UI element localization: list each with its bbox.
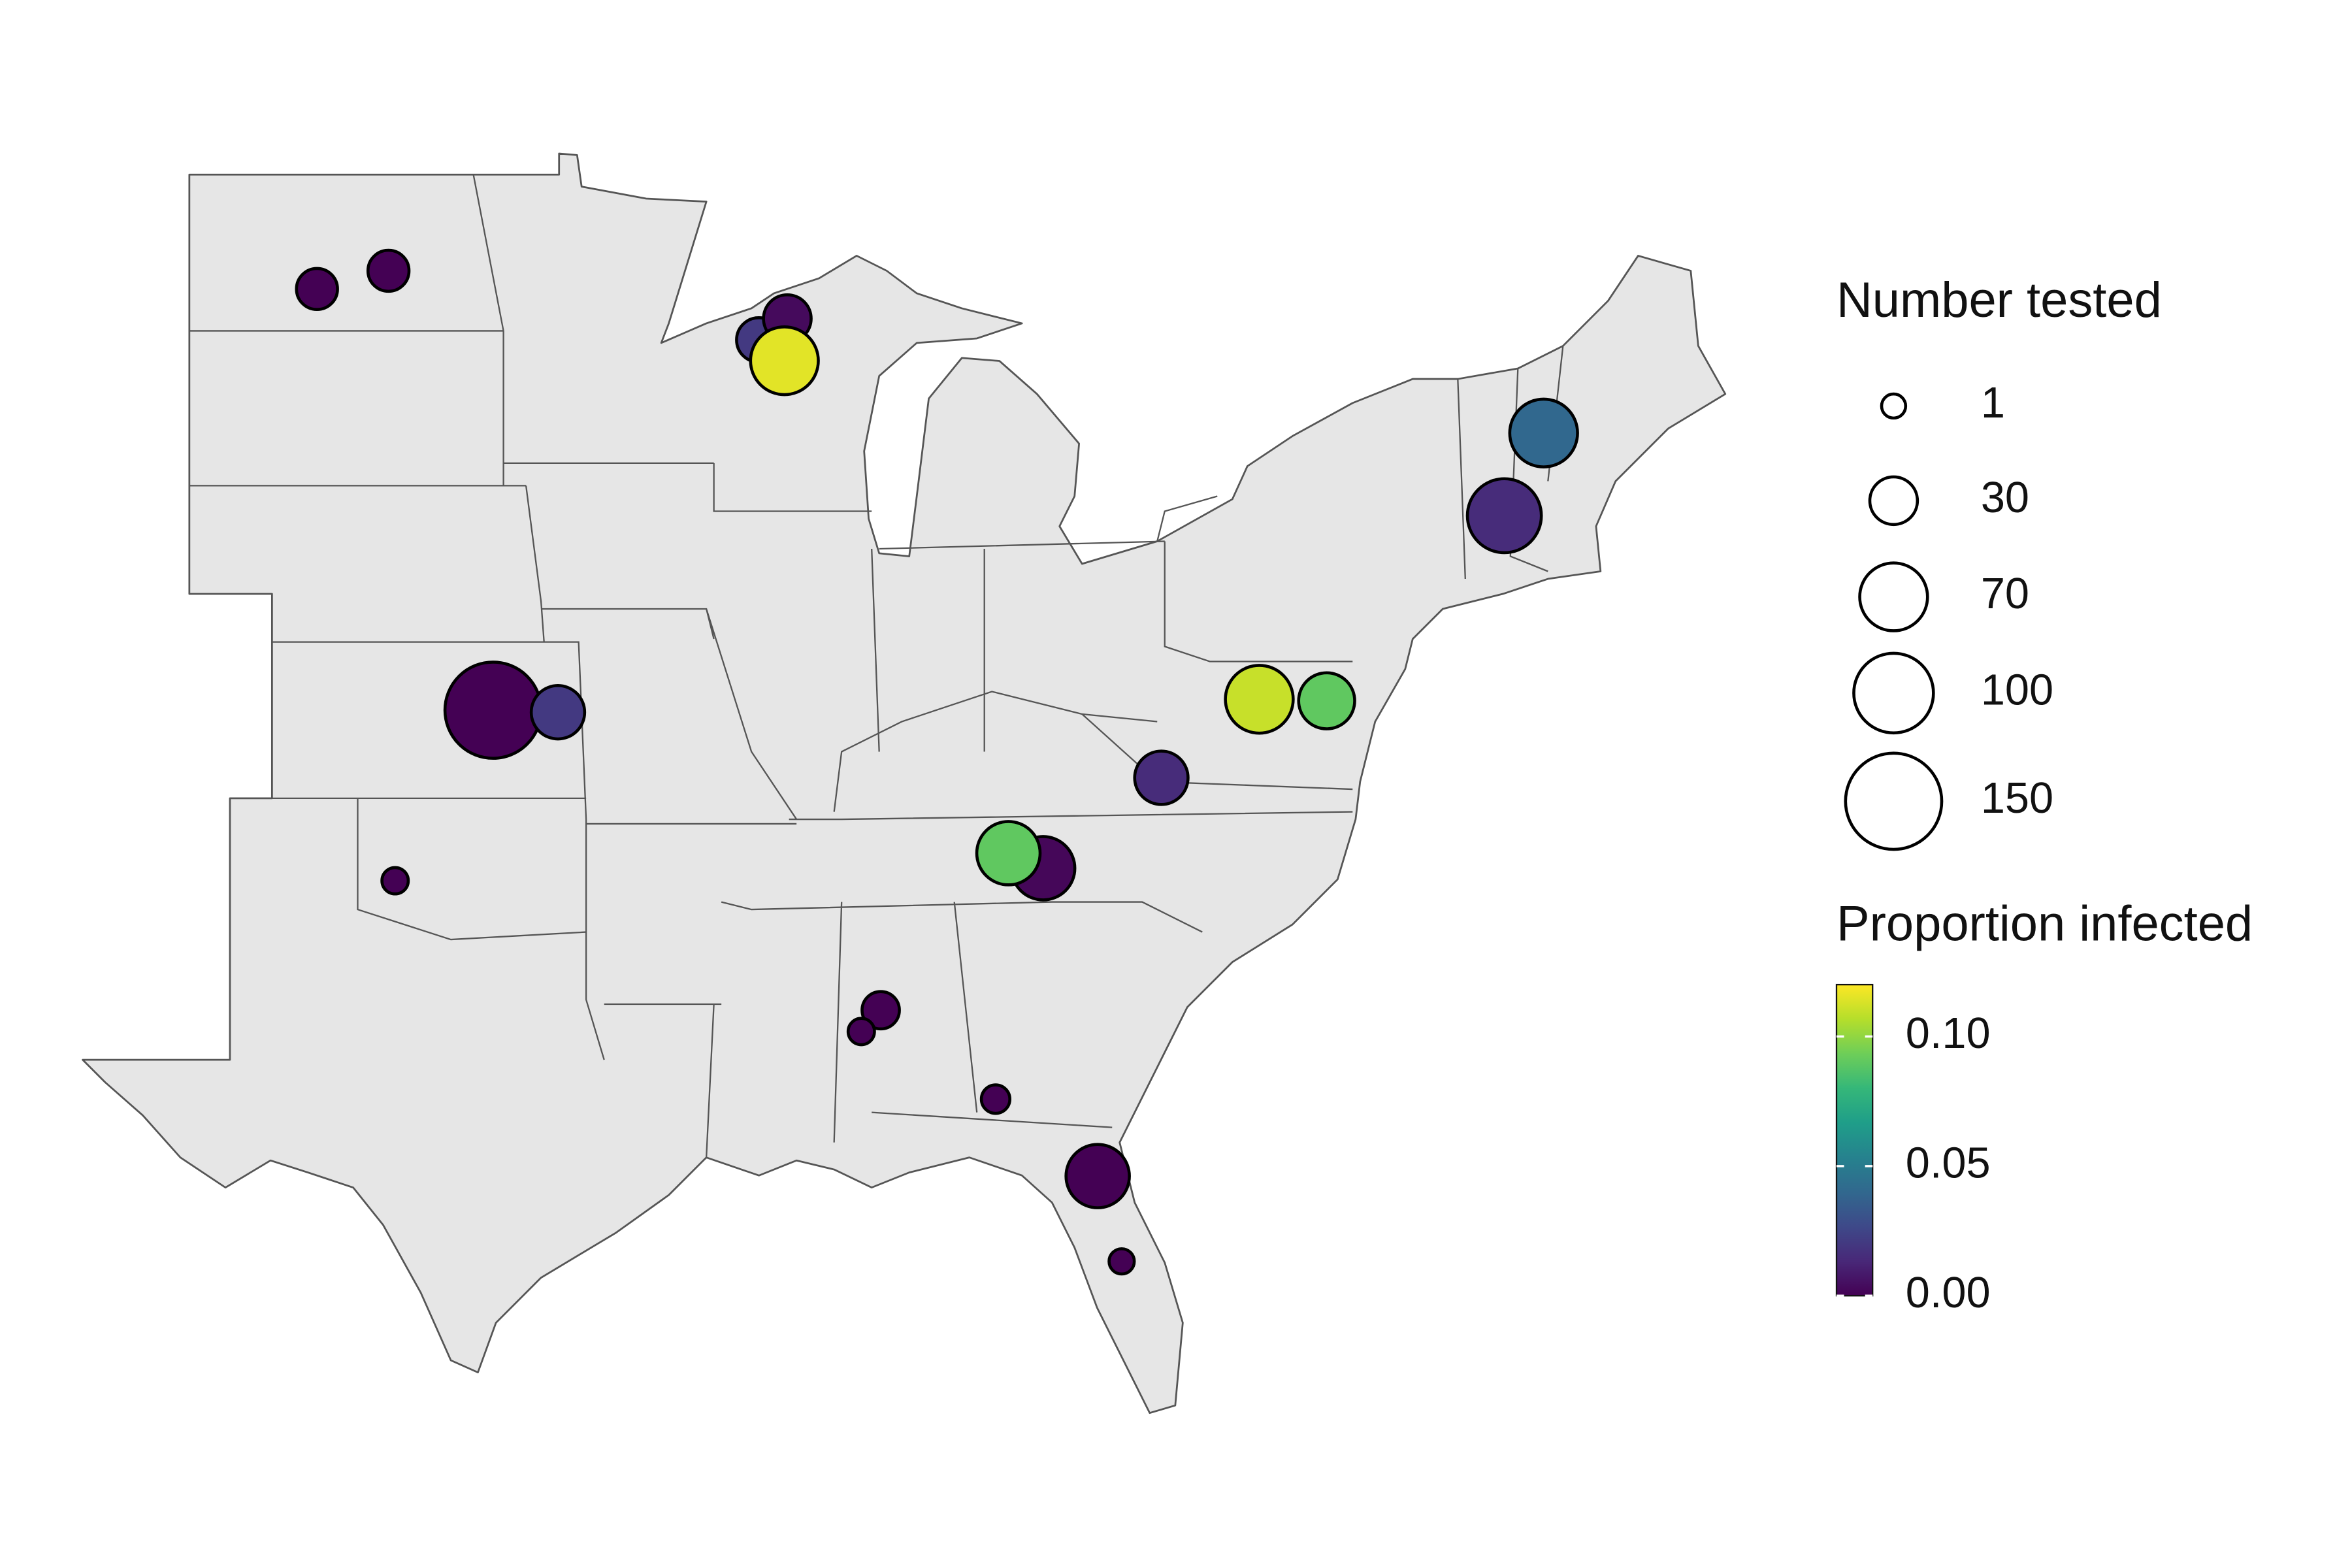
land bbox=[82, 152, 1727, 1414]
color-tick-label: 0.00 bbox=[1906, 1269, 1991, 1317]
bubble bbox=[366, 248, 411, 293]
bubble bbox=[979, 1083, 1011, 1115]
size-key bbox=[1852, 651, 1935, 735]
bubble bbox=[529, 684, 587, 741]
size-key-label: 150 bbox=[1981, 774, 2053, 823]
bubble bbox=[1224, 664, 1295, 735]
bubble bbox=[1107, 1247, 1136, 1276]
size-key bbox=[1844, 751, 1944, 851]
bubbles bbox=[295, 248, 1579, 1276]
bubble bbox=[1297, 671, 1356, 730]
bubble bbox=[860, 990, 901, 1031]
color-tick-label: 0.10 bbox=[1906, 1009, 1991, 1058]
legend: Number tested Proportion infected 1 30 70 1… bbox=[1835, 272, 2253, 1317]
color-bar bbox=[1835, 983, 1874, 1297]
state-borders bbox=[189, 174, 1564, 1158]
bubble bbox=[295, 267, 339, 312]
size-key-label: 70 bbox=[1981, 570, 2029, 618]
bubble bbox=[380, 866, 410, 896]
bubble bbox=[1465, 477, 1543, 555]
bubble bbox=[1133, 749, 1190, 806]
bubble bbox=[1508, 397, 1579, 468]
size-key-label: 100 bbox=[1981, 666, 2053, 714]
size-key-label: 1 bbox=[1981, 379, 2005, 427]
bubble bbox=[975, 820, 1042, 887]
size-key bbox=[1858, 561, 1929, 632]
color-legend-title: Proportion infected bbox=[1837, 896, 2253, 952]
size-key-label: 30 bbox=[1981, 474, 2029, 522]
basemap bbox=[82, 152, 1727, 1414]
bubble bbox=[749, 325, 820, 397]
size-key bbox=[1868, 475, 1919, 527]
size-key bbox=[1880, 392, 1908, 420]
bubble bbox=[443, 661, 543, 760]
bubble bbox=[846, 1017, 876, 1047]
size-legend-title: Number tested bbox=[1837, 272, 2162, 328]
bubble bbox=[1064, 1143, 1131, 1209]
color-tick-label: 0.05 bbox=[1906, 1139, 1991, 1187]
